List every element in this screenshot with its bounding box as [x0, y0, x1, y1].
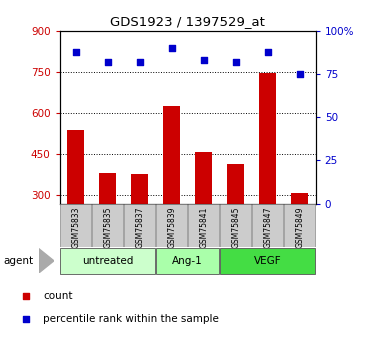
Bar: [188, 204, 219, 247]
Bar: [67, 130, 84, 204]
Point: [201, 58, 207, 63]
Point: [264, 49, 271, 55]
Point: [233, 59, 239, 65]
Point: [105, 59, 111, 65]
Bar: [195, 151, 213, 204]
Bar: [291, 193, 308, 204]
Point: [169, 46, 175, 51]
Bar: [60, 248, 156, 274]
Bar: [60, 204, 91, 247]
Bar: [220, 204, 251, 247]
Bar: [227, 164, 244, 204]
Point: [280, 214, 286, 219]
Title: GDS1923 / 1397529_at: GDS1923 / 1397529_at: [110, 16, 265, 29]
Bar: [163, 106, 181, 204]
Bar: [259, 73, 276, 204]
Text: GSM75845: GSM75845: [231, 207, 240, 248]
Point: [296, 71, 303, 77]
Bar: [220, 248, 315, 274]
Bar: [252, 204, 283, 247]
Text: GSM75839: GSM75839: [167, 207, 176, 248]
Text: Ang-1: Ang-1: [172, 256, 203, 266]
Text: count: count: [43, 291, 73, 301]
Bar: [124, 204, 156, 247]
Text: GSM75833: GSM75833: [71, 207, 80, 248]
Text: GSM75837: GSM75837: [135, 207, 144, 248]
Polygon shape: [38, 248, 54, 273]
Point: [137, 59, 143, 65]
Text: percentile rank within the sample: percentile rank within the sample: [43, 314, 219, 324]
Text: GSM75841: GSM75841: [199, 207, 208, 248]
Text: untreated: untreated: [82, 256, 133, 266]
Point: [280, 10, 286, 15]
Bar: [156, 204, 187, 247]
Bar: [99, 174, 117, 204]
Bar: [284, 204, 315, 247]
Bar: [156, 248, 219, 274]
Point: [73, 49, 79, 55]
Text: VEGF: VEGF: [254, 256, 281, 266]
Text: GSM75835: GSM75835: [103, 207, 112, 248]
Text: agent: agent: [4, 256, 34, 266]
Text: GSM75849: GSM75849: [295, 207, 304, 248]
Text: GSM75847: GSM75847: [263, 207, 272, 248]
Bar: [131, 174, 149, 204]
Bar: [92, 204, 123, 247]
